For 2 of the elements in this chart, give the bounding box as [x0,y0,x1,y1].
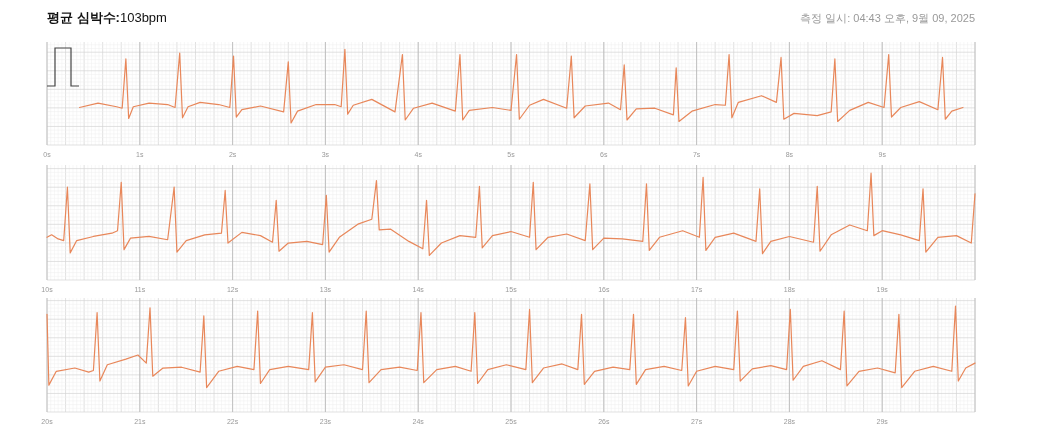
chart-title: 평균 심박수:103bpm [47,10,167,25]
text: 측정 일시: 04:43 오후, 9월 09, 2025 [800,12,975,24]
